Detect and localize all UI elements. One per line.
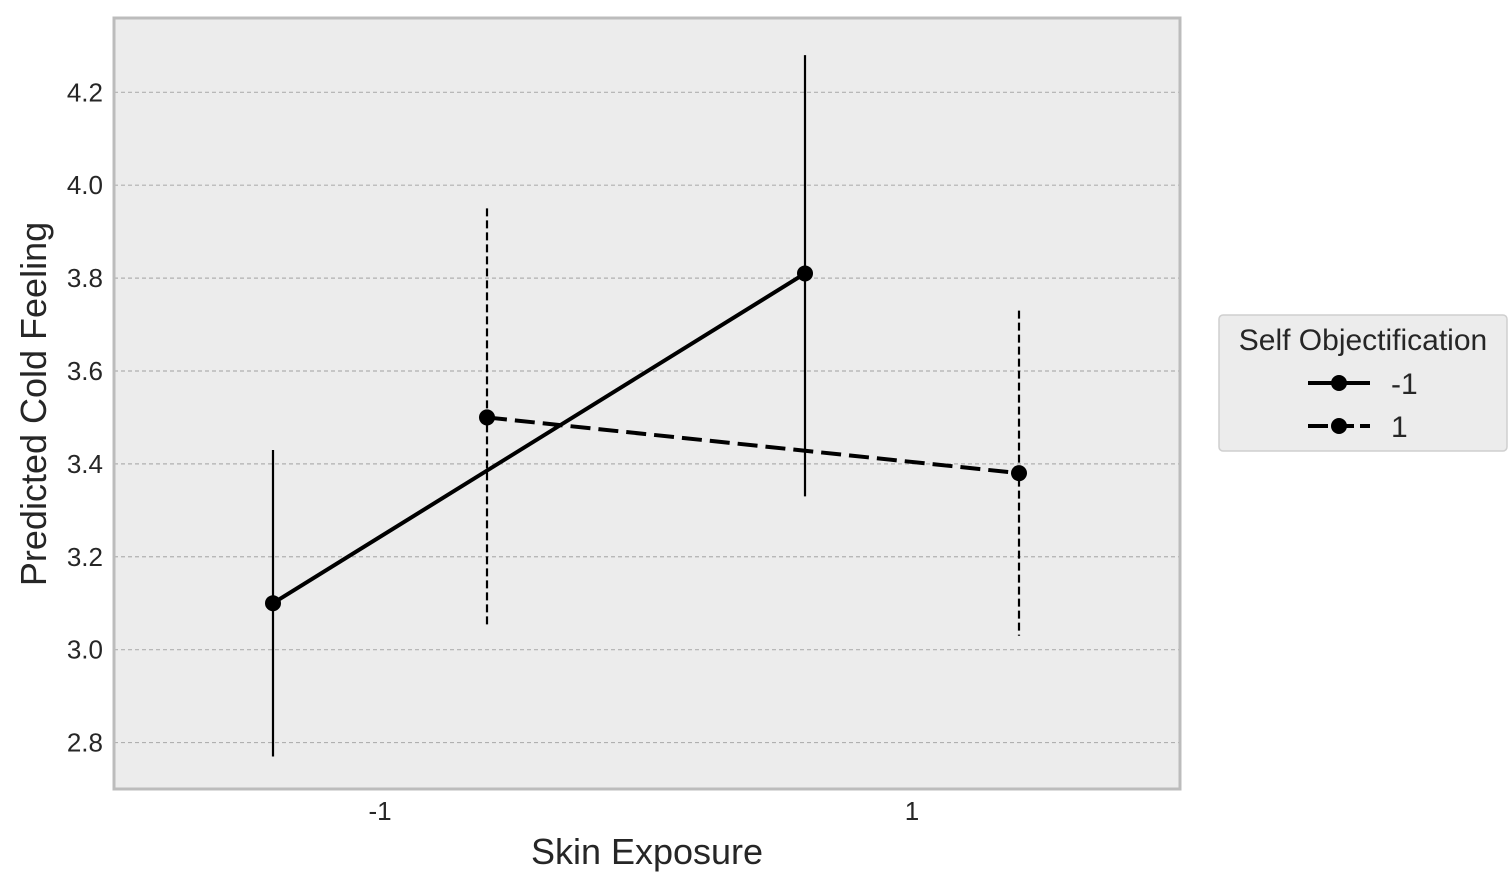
x-tick-label: 1 — [905, 796, 919, 826]
y-tick-label: 3.6 — [67, 356, 103, 386]
series-layer — [265, 55, 1027, 757]
legend-label: 1 — [1391, 411, 1408, 444]
x-axis-label: Skin Exposure — [531, 831, 763, 872]
y-tick-label: 4.0 — [67, 170, 103, 200]
plot-frame — [112, 16, 1182, 791]
series-neg1 — [265, 55, 813, 757]
legend: Self Objectification -11 — [1218, 314, 1508, 452]
legend-items: -11 — [1308, 368, 1418, 444]
x-axis: -1 1 — [368, 796, 919, 826]
series-line — [271, 271, 807, 605]
y-axis: 2.8 3.0 3.2 3.4 3.6 3.8 4.0 4.2 — [67, 77, 103, 757]
legend-label: -1 — [1391, 368, 1418, 401]
legend-marker — [1331, 418, 1347, 434]
y-tick-label: 3.4 — [67, 449, 103, 479]
y-axis-label: Predicted Cold Feeling — [13, 222, 54, 586]
y-tick-label: 3.0 — [67, 635, 103, 665]
data-point — [797, 265, 813, 282]
data-point — [265, 595, 281, 612]
plot-area — [114, 18, 1180, 789]
data-point — [479, 409, 495, 426]
y-tick-label: 2.8 — [67, 728, 103, 758]
y-tick-label: 4.2 — [67, 77, 103, 107]
series-pos1 — [479, 208, 1027, 636]
legend-marker — [1331, 375, 1347, 391]
legend-title: Self Objectification — [1239, 324, 1487, 357]
x-tick-label: -1 — [368, 796, 391, 826]
y-tick-label: 3.8 — [67, 263, 103, 293]
y-tick-label: 3.2 — [67, 542, 103, 572]
data-point — [1011, 465, 1027, 482]
series-line — [486, 415, 1020, 476]
